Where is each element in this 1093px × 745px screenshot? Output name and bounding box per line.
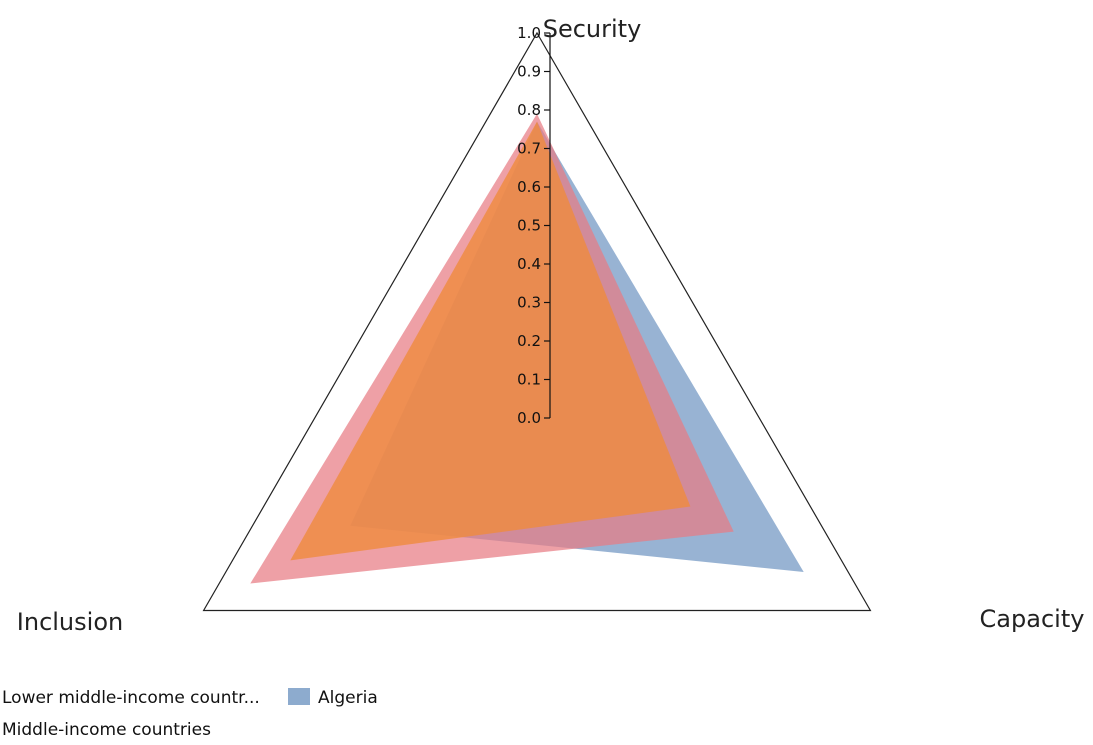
tick-label: 0.4 bbox=[517, 255, 541, 273]
tick-label: 0.5 bbox=[517, 217, 541, 235]
axis-label-security: Security bbox=[543, 15, 642, 43]
series-layer bbox=[250, 113, 804, 584]
legend: Lower middle-income countr... Algeria Midd… bbox=[2, 688, 378, 740]
tick-label: 0.0 bbox=[517, 409, 541, 427]
tick-label: 0.1 bbox=[517, 371, 541, 389]
tick-label: 0.6 bbox=[517, 178, 541, 196]
legend-swatch bbox=[288, 688, 310, 705]
radial-axis: 0.0 0.1 0.2 0.3 0.4 0.5 0.6 0.7 0.8 0.9 1.0 bbox=[517, 24, 551, 427]
tick-label: 0.9 bbox=[517, 63, 541, 81]
tick-label: 0.2 bbox=[517, 332, 541, 350]
legend-item-label: Middle-income countries bbox=[2, 720, 211, 740]
tick-label: 1.0 bbox=[517, 24, 541, 42]
legend-item-label: Lower middle-income countr... bbox=[2, 688, 260, 708]
axis-label-inclusion: Inclusion bbox=[17, 608, 123, 636]
radar-frame bbox=[202, 31, 872, 612]
tick-label: 0.7 bbox=[517, 140, 541, 158]
series-area-middle-income-countries bbox=[290, 121, 691, 561]
radar-outline bbox=[202, 31, 872, 612]
legend-item-label: Algeria bbox=[318, 688, 378, 708]
tick-label: 0.3 bbox=[517, 294, 541, 312]
axis-label-capacity: Capacity bbox=[980, 605, 1085, 633]
tick-label: 0.8 bbox=[517, 101, 541, 119]
